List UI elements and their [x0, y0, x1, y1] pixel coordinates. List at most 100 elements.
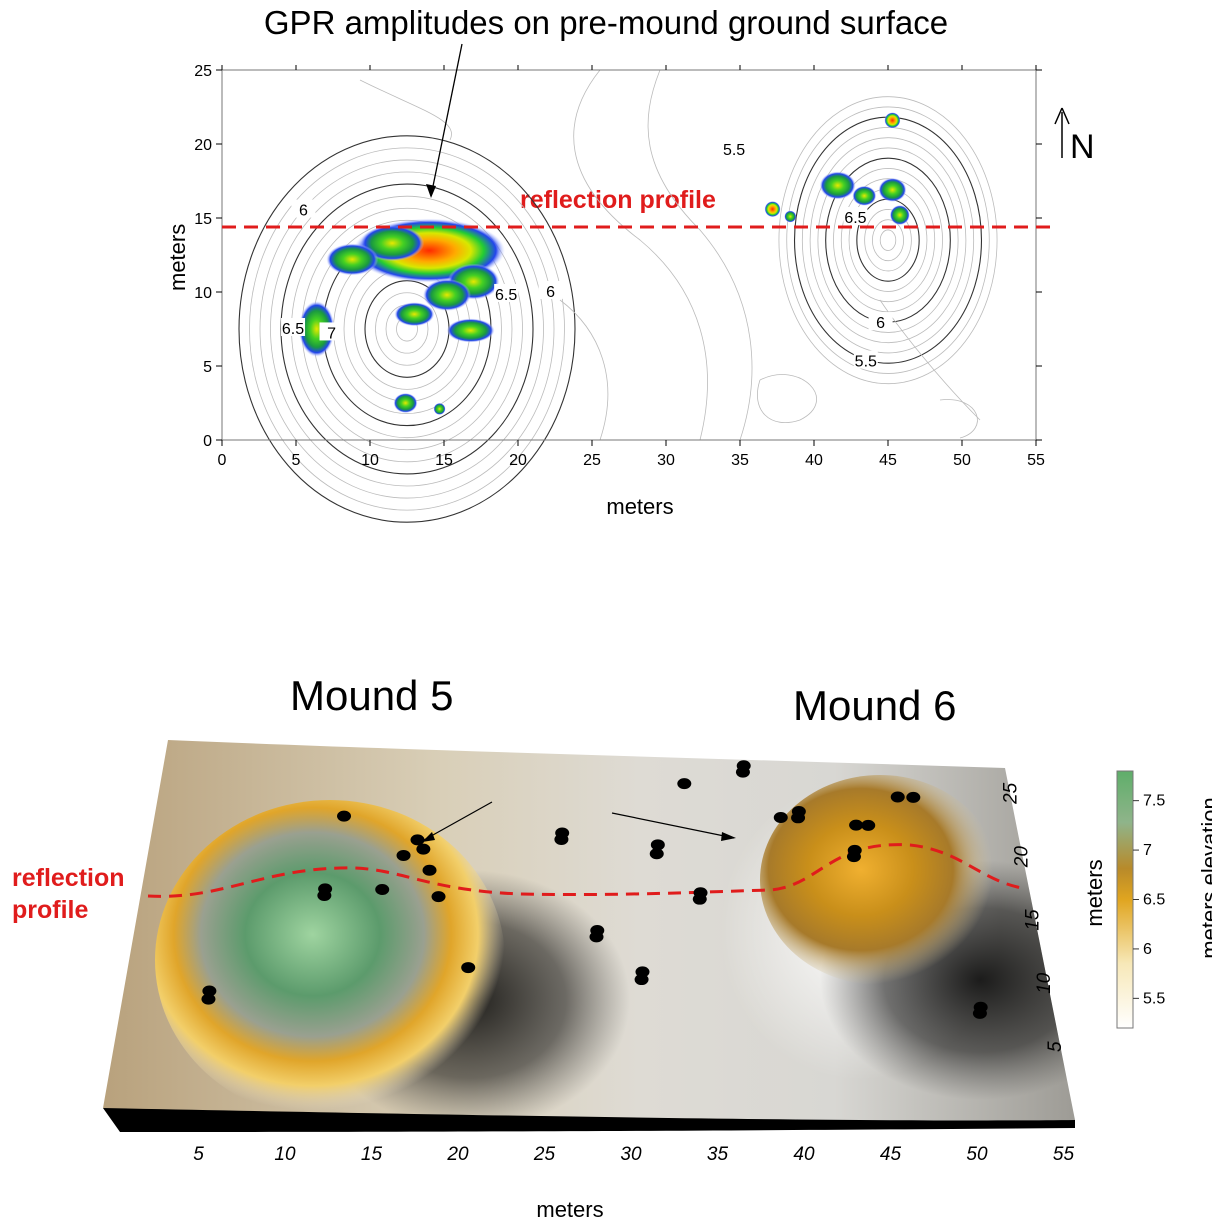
x-tick-label: 25 [583, 452, 601, 469]
contour-ring [879, 229, 897, 251]
north-arrow [1054, 107, 1070, 158]
contour-label-text: 5.5 [723, 142, 745, 159]
contour-line [647, 69, 753, 441]
burials-arrowhead-left [422, 832, 435, 842]
burial-marker [589, 931, 604, 943]
x-tick-label: 5 [292, 452, 301, 469]
contour-label-text: 6 [299, 203, 308, 220]
burial-marker [410, 834, 425, 846]
surface-y-tick-label: 15 [1023, 909, 1044, 931]
surface-y-tick-label: 25 [1000, 782, 1021, 805]
gpr-anomaly [784, 210, 797, 223]
map-axes: 0 5 10 15 20 25 30 35 40 45 50 55 0 5 10 15 20 25 [194, 63, 1045, 469]
x-tick-label: 35 [731, 452, 749, 469]
contour-line [939, 399, 978, 439]
burial-marker [650, 839, 665, 851]
gpr-anomaly [298, 301, 335, 357]
burial-marker [317, 890, 332, 902]
burial-marker [906, 791, 921, 803]
burial-marker [735, 766, 750, 778]
burial-marker [555, 827, 570, 839]
gpr-anomaly [326, 243, 379, 276]
gpr-anomaly [878, 177, 907, 202]
map-profile-annotation: reflection profile [520, 186, 716, 214]
burial-marker [791, 812, 806, 824]
colorbar-tick-label: 7 [1143, 842, 1152, 859]
y-tick-label: 20 [194, 137, 212, 154]
contour-ring [249, 147, 565, 511]
burial-marker [431, 891, 446, 903]
burial-marker [635, 966, 650, 978]
x-tick-label: 0 [218, 452, 227, 469]
gpr-anomaly [393, 393, 418, 413]
surface-profile-annotation: reflection profile [12, 864, 125, 924]
contour-ring [809, 137, 967, 344]
colorbar-tick-label: 6.5 [1143, 892, 1165, 909]
gpr-anomaly [433, 402, 446, 415]
contour-ring [280, 183, 534, 475]
burial-marker [846, 851, 861, 863]
burial-marker [201, 993, 216, 1005]
contour-ring [786, 106, 990, 374]
surface-x-tick-label: 25 [533, 1144, 556, 1165]
burial-marker [791, 805, 806, 817]
surface-x-axis-label: meters [536, 1197, 604, 1222]
map-plot-frame [221, 69, 1037, 441]
surface-x-tick-label: 20 [446, 1144, 469, 1165]
burial-marker [849, 819, 864, 831]
contour-ring [259, 159, 555, 499]
x-tick-label: 40 [805, 452, 823, 469]
contour-label: 5.5 [853, 350, 878, 371]
contour-label-text: 7 [327, 325, 336, 342]
gpr-anomaly [422, 278, 471, 311]
burials-arrow-left [423, 801, 493, 841]
x-tick-label: 30 [657, 452, 675, 469]
burial-marker [847, 844, 862, 856]
contour-label-text: 6.5 [495, 287, 517, 304]
contour-ring [270, 171, 544, 487]
surface-base-shadow [103, 1081, 1075, 1132]
burial-marker [337, 810, 352, 822]
contour-label: 5.5 [722, 138, 747, 159]
y-tick-label: 5 [203, 359, 212, 376]
contour-line [757, 374, 817, 423]
y-tick-label: 25 [194, 63, 212, 80]
y-tick-label: 0 [203, 433, 212, 450]
surface-x-tick-label: 40 [793, 1144, 815, 1165]
contour-label: 7 [319, 322, 344, 342]
gpr-anomaly [852, 185, 877, 206]
gpr-anomalies [298, 112, 910, 415]
burial-marker [972, 1007, 987, 1019]
burials-arrowhead-right [721, 832, 736, 841]
surface-y-tick-label: 20 [1012, 846, 1033, 869]
surface-x-tick-label: 50 [966, 1144, 988, 1165]
contour-ring [238, 135, 576, 523]
x-tick-label: 50 [953, 452, 971, 469]
x-tick-label: 55 [1027, 452, 1045, 469]
contour-ring [375, 292, 439, 366]
burial-marker [202, 985, 217, 997]
surface-x-tick-label: 15 [361, 1144, 383, 1165]
map-title: GPR amplitudes on pre-mound ground surfa… [263, 4, 949, 41]
gpr-anomaly [360, 225, 425, 262]
surface-x-tick-label: 55 [1053, 1144, 1075, 1165]
colorbar-tick-label: 6 [1143, 941, 1152, 958]
surface-shading [103, 740, 1075, 1121]
mound-5-label: Mound 5 [290, 672, 454, 719]
burial-marker [736, 760, 751, 772]
surface-x-tick-label: 5 [193, 1144, 204, 1165]
burial-marker [692, 893, 707, 905]
x-tick-label: 10 [361, 452, 379, 469]
contour-ring [817, 147, 959, 333]
contour-label: 6 [538, 281, 563, 301]
contour-label-text: 6.5 [282, 321, 304, 338]
contour-label-text: 5.5 [855, 354, 877, 371]
burial-markers [201, 760, 988, 1019]
burials-annotation: burials [500, 780, 589, 813]
contour-label: 6.5 [843, 207, 868, 227]
burial-marker [422, 864, 437, 876]
y-tick-label: 10 [194, 285, 212, 302]
burial-marker [861, 819, 876, 831]
burial-marker [318, 883, 333, 895]
